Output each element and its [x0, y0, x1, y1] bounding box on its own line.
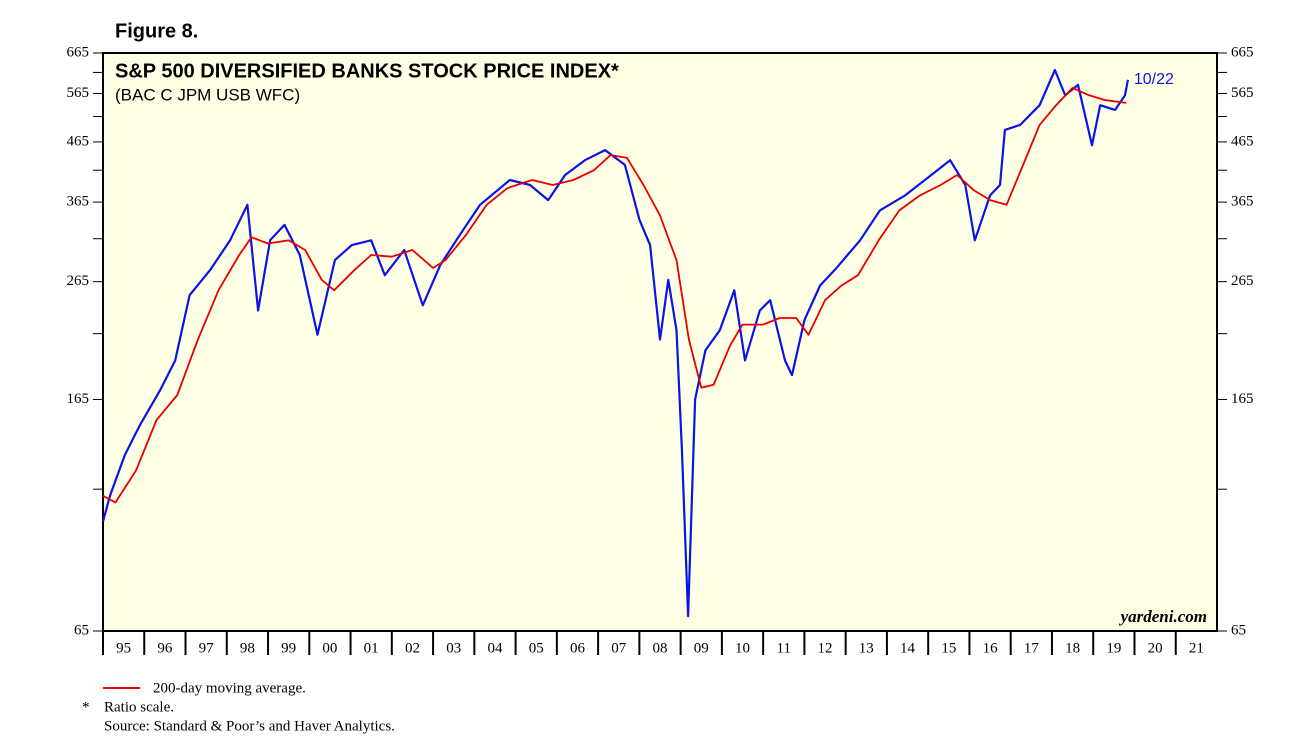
figure-label: Figure 8.	[115, 20, 198, 42]
x-tick-label: 11	[777, 640, 791, 656]
x-tick-label: 20	[1148, 640, 1163, 656]
x-tick-label: 01	[364, 640, 379, 656]
x-tick-label: 02	[405, 640, 420, 656]
x-tick-label: 17	[1024, 640, 1040, 656]
y2-tick-label: 365	[1231, 194, 1254, 210]
y2-tick-label: 665	[1231, 44, 1254, 60]
x-tick-label: 00	[322, 640, 337, 656]
x-tick-label: 03	[446, 640, 461, 656]
y-tick-label: 465	[67, 133, 90, 149]
footnote-symbol: *	[82, 699, 90, 715]
x-tick-label: 04	[487, 640, 503, 656]
annotation: 10/22	[1134, 71, 1174, 88]
x-tick-label: 18	[1065, 640, 1080, 656]
chart-title: S&P 500 DIVERSIFIED BANKS STOCK PRICE IN…	[115, 60, 619, 82]
y-tick-label: 665	[67, 44, 90, 60]
x-tick-label: 16	[983, 640, 999, 656]
x-tick-label: 13	[859, 640, 874, 656]
x-tick-label: 08	[653, 640, 668, 656]
index-line	[101, 68, 1129, 618]
watermark: yardeni.com	[1119, 607, 1207, 626]
y-tick-label: 565	[67, 85, 90, 101]
x-tick-label: 97	[199, 640, 215, 656]
x-tick-label: 15	[941, 640, 956, 656]
y2-tick-label: 265	[1231, 273, 1254, 289]
x-tick-label: 19	[1106, 640, 1121, 656]
y2-tick-label: 565	[1231, 85, 1254, 101]
x-tick-label: 09	[694, 640, 709, 656]
y2-tick-label: 165	[1231, 391, 1254, 407]
plot-area	[102, 52, 1218, 632]
x-tick-label: 07	[611, 640, 627, 656]
y-tick-label: 165	[67, 391, 90, 407]
chart-subtitle: (BAC C JPM USB WFC)	[115, 85, 300, 104]
x-tick-label: 98	[240, 640, 255, 656]
x-tick-label: 12	[818, 640, 833, 656]
x-tick-label: 10	[735, 640, 750, 656]
x-tick-label: 05	[529, 640, 544, 656]
y-tick-label: 265	[67, 273, 90, 289]
x-tick-label: 21	[1189, 640, 1204, 656]
y2-tick-label: 65	[1231, 622, 1246, 638]
x-tick-label: 99	[281, 640, 296, 656]
source-note: Source: Standard & Poor’s and Haver Anal…	[104, 718, 395, 734]
x-tick-label: 14	[900, 640, 916, 656]
footnote: Ratio scale.	[104, 699, 174, 715]
x-tick-label: 96	[157, 640, 173, 656]
x-tick-label: 95	[116, 640, 131, 656]
y-tick-label: 65	[74, 622, 89, 638]
x-tick-label: 06	[570, 640, 586, 656]
y2-tick-label: 465	[1231, 133, 1254, 149]
moving-average-line	[102, 87, 1127, 504]
legend-label: 200-day moving average.	[153, 680, 306, 696]
y-tick-label: 365	[67, 194, 90, 210]
